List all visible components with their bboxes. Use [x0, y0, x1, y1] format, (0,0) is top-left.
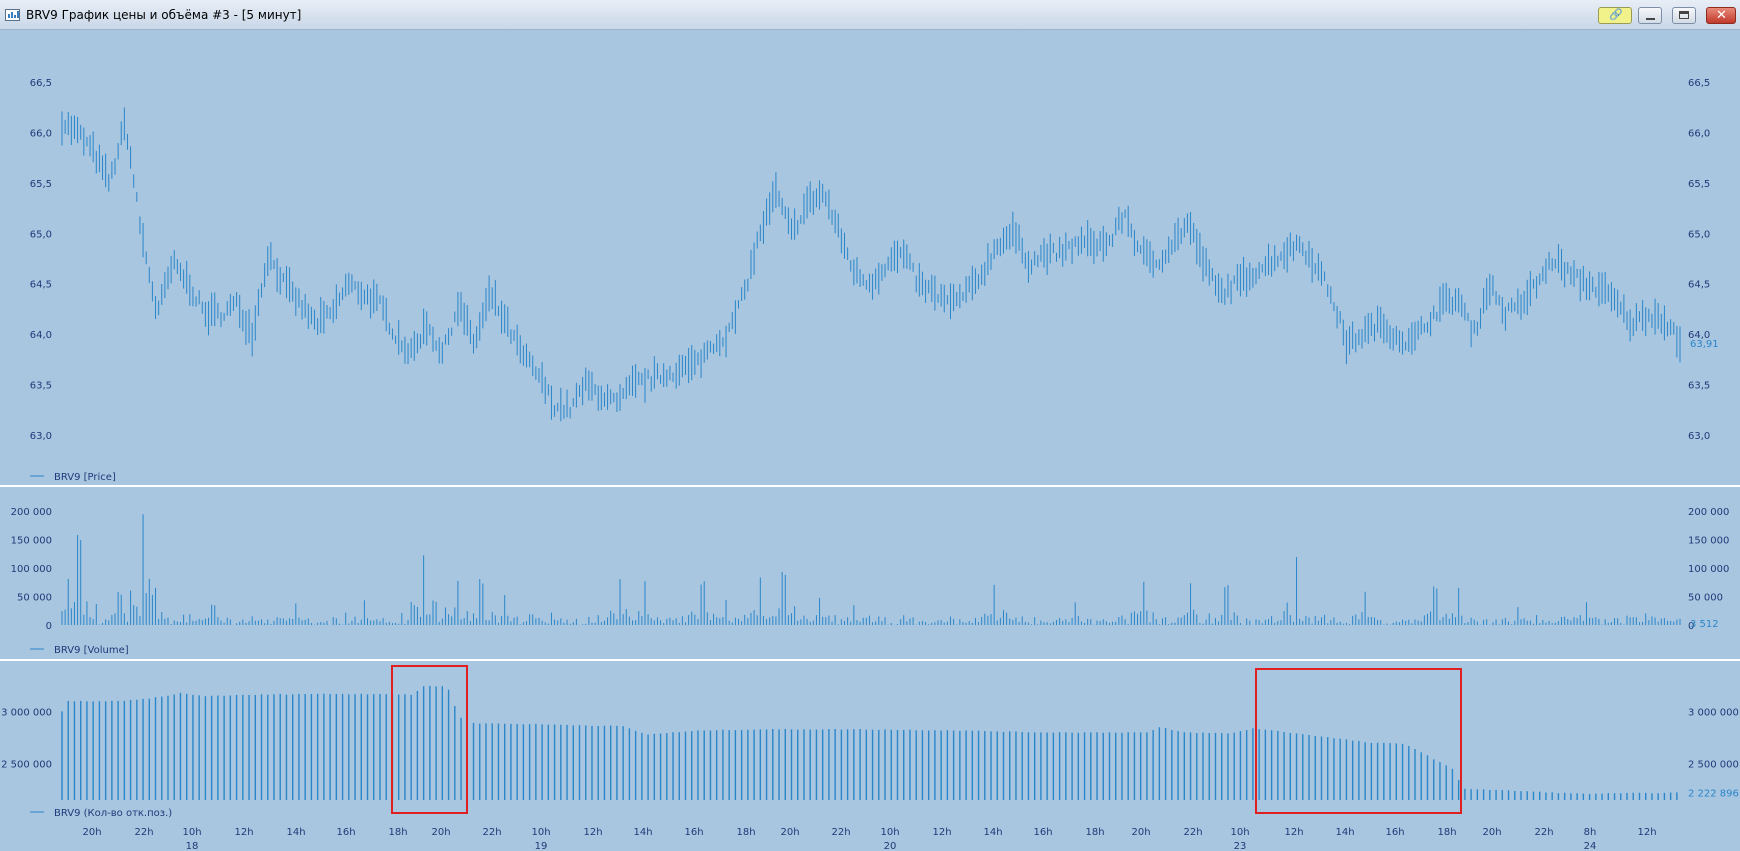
price-axis-label: 64,0 — [1688, 330, 1710, 341]
minimize-icon — [1646, 18, 1655, 20]
price-axis-label: 65,0 — [1688, 229, 1710, 240]
open-interest-axis-label: 3 000 000 — [1, 708, 52, 719]
time-label: 18h — [388, 827, 407, 838]
open-interest-axis-left: 3 000 000 2 500 000 — [1, 708, 52, 771]
volume-series — [61, 514, 1681, 625]
time-label: 16h — [1033, 827, 1052, 838]
chart-area[interactable]: 66,566,065,565,064,564,063,563,0 66,566,… — [0, 30, 1740, 851]
price-axis-right: 66,5 66,0 65,5 65,0 64,5 64,0 63,5 63,0 — [1688, 78, 1710, 442]
price-legend: BRV9 [Price] — [54, 472, 116, 483]
volume-axis-label: 150 000 — [1688, 535, 1729, 546]
time-label: 14h — [983, 827, 1002, 838]
open-interest-axis-label: 2 500 000 — [1688, 760, 1739, 771]
time-label: 10h — [531, 827, 550, 838]
price-axis-left: 66,5 66,0 65,5 65,0 64,5 64,0 63,5 63,0 — [30, 78, 52, 442]
time-label: 20h — [431, 827, 450, 838]
maximize-icon — [1679, 11, 1689, 19]
time-label: 14h — [633, 827, 652, 838]
time-label: 14h — [286, 827, 305, 838]
open-interest-axis-label: 2 500 000 — [1, 760, 52, 771]
volume-axis-label: 100 000 — [11, 564, 52, 575]
time-label: 12h — [1637, 827, 1656, 838]
date-label: 19 — [535, 841, 548, 851]
volume-axis-label: 50 000 — [17, 592, 52, 603]
open-interest-legend: BRV9 (Кол-во отк.поз.) — [54, 808, 172, 819]
price-axis-label: 63,0 — [1688, 431, 1710, 442]
date-label: 24 — [1584, 841, 1597, 851]
price-axis-label: 63,5 — [1688, 381, 1710, 392]
volume-axis-label: 50 000 — [1688, 592, 1723, 603]
volume-axis-label: 200 000 — [1688, 507, 1729, 518]
time-label: 16h — [336, 827, 355, 838]
price-axis-label: 64,5 — [30, 280, 52, 291]
time-label: 12h — [932, 827, 951, 838]
open-interest-axis-right: 3 000 000 2 500 000 — [1688, 708, 1739, 771]
maximize-button[interactable] — [1672, 7, 1696, 24]
title-bar: BRV9 График цены и объёма #3 - [5 минут]… — [0, 0, 1740, 30]
volume-legend: BRV9 [Volume] — [54, 645, 129, 656]
open-interest-axis-label: 3 000 000 — [1688, 708, 1739, 719]
time-label: 22h — [831, 827, 850, 838]
volume-axis-right: 200 000 150 000 100 000 50 000 0 — [1688, 507, 1729, 632]
price-axis-label: 65,5 — [30, 179, 52, 190]
time-label: 10h — [1230, 827, 1249, 838]
time-label: 18h — [1437, 827, 1456, 838]
time-label: 12h — [234, 827, 253, 838]
time-label: 22h — [482, 827, 501, 838]
time-label: 20h — [1131, 827, 1150, 838]
time-label: 16h — [1385, 827, 1404, 838]
price-axis-label: 65,5 — [1688, 179, 1710, 190]
time-label: 16h — [684, 827, 703, 838]
date-label: 20 — [884, 841, 897, 851]
price-axis-label: 66,5 — [30, 78, 52, 89]
price-axis-label: 66,0 — [30, 128, 52, 139]
price-axis-label: 66,0 — [1688, 128, 1710, 139]
price-axis-label: 63,5 — [30, 381, 52, 392]
time-label: 22h — [1183, 827, 1202, 838]
price-axis-label: 65,0 — [30, 229, 52, 240]
volume-last-value: 3 512 — [1690, 619, 1719, 630]
price-axis-label: 64,5 — [1688, 280, 1710, 291]
volume-axis-label: 200 000 — [11, 507, 52, 518]
minimize-button[interactable] — [1638, 7, 1662, 24]
time-label: 12h — [1284, 827, 1303, 838]
time-label: 14h — [1335, 827, 1354, 838]
volume-axis-label: 150 000 — [11, 535, 52, 546]
window-title: BRV9 График цены и объёма #3 - [5 минут] — [26, 8, 302, 22]
time-label: 10h — [182, 827, 201, 838]
link-icon[interactable]: 🔗 — [1598, 7, 1632, 24]
date-label: 18 — [186, 841, 199, 851]
time-label: 12h — [583, 827, 602, 838]
open-interest-series — [61, 685, 1678, 800]
price-last-value: 63,91 — [1690, 339, 1719, 350]
volume-axis-label: 0 — [46, 621, 52, 632]
time-label: 8h — [1584, 827, 1597, 838]
time-label: 22h — [1534, 827, 1553, 838]
time-label: 20h — [82, 827, 101, 838]
highlight-box — [1255, 668, 1462, 814]
volume-axis-label: 0 — [1688, 621, 1694, 632]
volume-axis-label: 100 000 — [1688, 564, 1729, 575]
price-series — [61, 107, 1681, 422]
time-label: 20h — [780, 827, 799, 838]
date-label: 23 — [1234, 841, 1247, 851]
volume-axis-left: 200 000 150 000 100 000 50 000 0 — [11, 507, 52, 632]
time-label: 10h — [880, 827, 899, 838]
time-label: 18h — [736, 827, 755, 838]
chart-icon — [5, 9, 20, 21]
time-label: 22h — [134, 827, 153, 838]
price-axis-label: 63,0 — [30, 431, 52, 442]
price-axis-label: 64,0 — [30, 330, 52, 341]
time-axis: 20h 22h 10h 18 12h 14h 16h 18h 20h 22h 10h 19 12h 14h… — [82, 827, 1656, 851]
time-label: 18h — [1085, 827, 1104, 838]
open-interest-last-value: 2 222 896 — [1688, 788, 1739, 799]
time-label: 20h — [1482, 827, 1501, 838]
price-axis-label: 66,5 — [1688, 78, 1710, 89]
close-icon: ✕ — [1716, 8, 1727, 23]
close-button[interactable]: ✕ — [1706, 7, 1736, 24]
highlight-box — [391, 665, 468, 814]
